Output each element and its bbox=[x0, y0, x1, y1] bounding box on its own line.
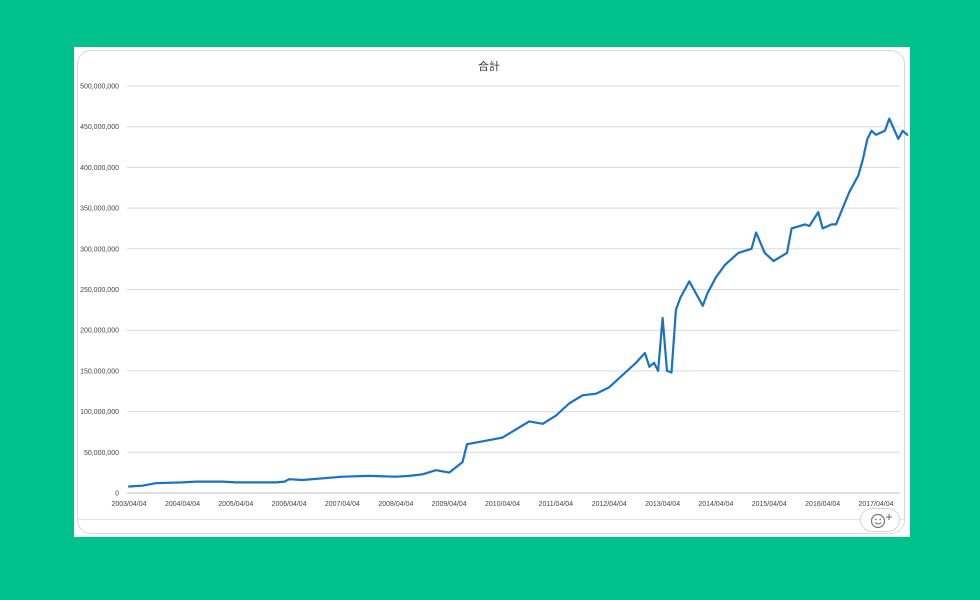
x-tick-label: 2015/04/04 bbox=[752, 501, 787, 508]
x-tick-label: 2011/04/04 bbox=[539, 501, 574, 508]
x-tick-label: 2008/04/04 bbox=[378, 501, 413, 508]
x-tick-label: 2012/04/04 bbox=[592, 501, 627, 508]
series-line-total bbox=[127, 117, 909, 488]
y-tick-label: 100,000,000 bbox=[80, 409, 119, 416]
y-tick-label: 300,000,000 bbox=[80, 246, 119, 253]
y-tick-label: 50,000,000 bbox=[84, 450, 119, 457]
grid-lines bbox=[127, 85, 900, 453]
chart-card bbox=[77, 50, 905, 534]
chart-title: 合計 bbox=[478, 59, 500, 73]
x-tick-label: 2003/04/04 bbox=[111, 501, 146, 508]
card-divider bbox=[78, 519, 904, 520]
x-tick-label: 2013/04/04 bbox=[645, 501, 680, 508]
x-axis-tick-labels: 2003/04/04 2004/04/04 2005/04/04 2006/04/04… bbox=[111, 501, 893, 508]
line-chart: 合計 0 50,000,000 100,000,000 150,000,000 200,… bbox=[80, 59, 909, 508]
x-tick-label: 2006/04/04 bbox=[272, 501, 307, 508]
reaction-button[interactable] bbox=[860, 508, 900, 532]
x-tick-label: 2005/04/04 bbox=[218, 501, 253, 508]
x-tick-label: 2016/04/04 bbox=[805, 501, 840, 508]
x-tick-label: 2017/04/04 bbox=[858, 501, 893, 508]
y-tick-label: 350,000,000 bbox=[80, 206, 119, 213]
y-axis-tick-labels: 0 50,000,000 100,000,000 150,000,000 200,000… bbox=[80, 84, 119, 498]
chart-frame: 合計 0 50,000,000 100,000,000 150,000,000 200,… bbox=[74, 47, 910, 537]
y-tick-label: 500,000,000 bbox=[80, 84, 119, 91]
y-tick-label: 0 bbox=[115, 491, 119, 498]
y-tick-label: 450,000,000 bbox=[80, 124, 119, 131]
smiley-plus-icon bbox=[870, 513, 892, 529]
y-tick-label: 200,000,000 bbox=[80, 328, 119, 335]
y-tick-label: 400,000,000 bbox=[80, 165, 119, 172]
y-tick-label: 150,000,000 bbox=[80, 368, 119, 375]
x-tick-label: 2004/04/04 bbox=[165, 501, 200, 508]
x-tick-label: 2009/04/04 bbox=[432, 501, 467, 508]
x-tick-label: 2014/04/04 bbox=[698, 501, 733, 508]
y-tick-label: 250,000,000 bbox=[80, 287, 119, 294]
x-tick-label: 2007/04/04 bbox=[325, 501, 360, 508]
x-tick-label: 2010/04/04 bbox=[485, 501, 520, 508]
